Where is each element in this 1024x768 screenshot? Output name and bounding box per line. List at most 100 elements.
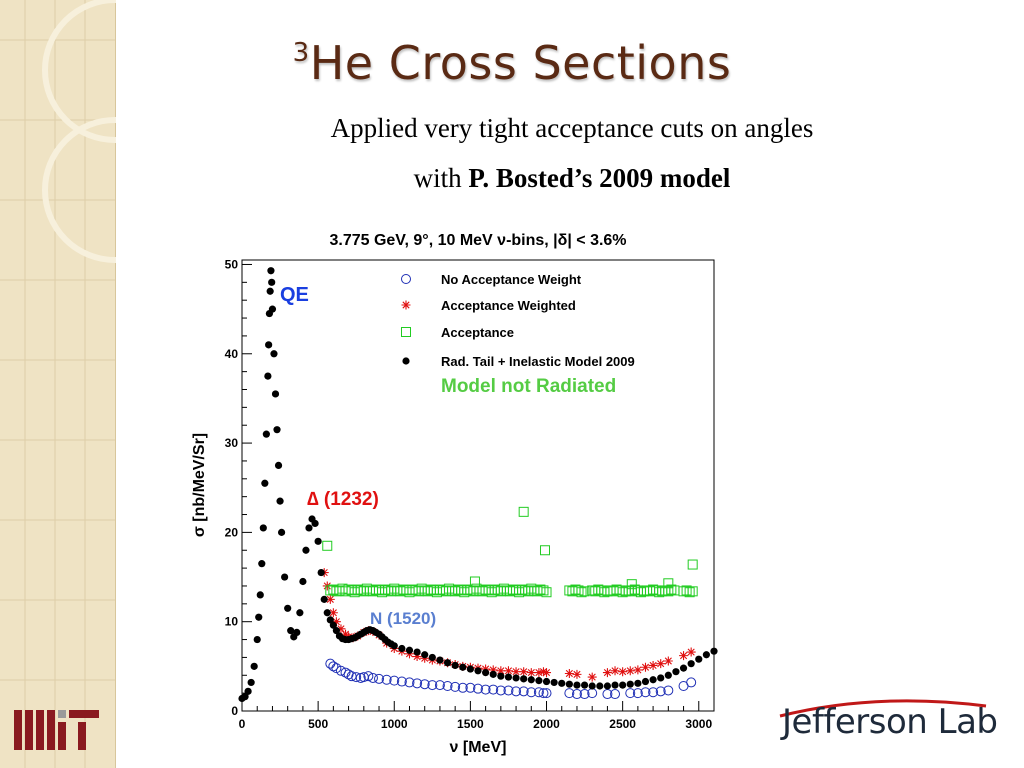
data-point xyxy=(404,677,415,688)
data-point xyxy=(326,616,334,624)
data-point xyxy=(588,682,596,690)
legend: No Acceptance Weight Acceptance Weighted A… xyxy=(401,272,635,369)
data-point xyxy=(419,679,430,690)
data-point xyxy=(579,586,590,597)
data-point xyxy=(535,677,543,685)
series-acceptance xyxy=(322,506,698,598)
data-point xyxy=(250,662,258,670)
data-point xyxy=(527,676,535,684)
jefferson-lab-logo: Jefferson Lab xyxy=(776,696,1016,756)
data-point xyxy=(687,586,698,597)
data-point xyxy=(504,673,513,681)
data-point xyxy=(434,680,445,691)
data-point xyxy=(450,681,461,692)
y-tick-label: 40 xyxy=(225,347,239,361)
data-point xyxy=(322,540,333,551)
data-point xyxy=(284,604,292,612)
data-point xyxy=(266,287,274,295)
data-point xyxy=(351,672,362,683)
data-point xyxy=(311,519,319,528)
data-point xyxy=(603,682,612,690)
data-point xyxy=(648,660,658,670)
data-point xyxy=(421,651,429,659)
data-point xyxy=(663,656,673,666)
data-point xyxy=(679,664,688,672)
y-tick-label: 30 xyxy=(225,436,239,450)
data-point xyxy=(480,684,491,695)
data-point xyxy=(320,595,328,603)
jlab-swoosh-icon xyxy=(779,699,987,718)
data-point xyxy=(632,688,643,699)
data-point xyxy=(518,506,529,517)
data-point xyxy=(619,681,627,689)
data-point xyxy=(542,677,551,686)
y-tick-label: 10 xyxy=(225,615,239,629)
data-point xyxy=(268,305,277,313)
data-point xyxy=(302,546,310,554)
data-point xyxy=(473,683,483,694)
data-point xyxy=(618,667,628,677)
data-point xyxy=(641,677,650,686)
data-point xyxy=(469,576,480,587)
data-point xyxy=(686,647,696,657)
data-point xyxy=(610,689,621,700)
data-point xyxy=(332,627,340,635)
data-point xyxy=(687,559,698,570)
data-point xyxy=(572,669,582,679)
data-point xyxy=(305,524,313,532)
data-point xyxy=(512,674,520,682)
y-tick-label: 0 xyxy=(231,704,238,718)
sidebar-pattern xyxy=(0,0,116,768)
data-point xyxy=(367,672,378,683)
data-point xyxy=(534,668,544,678)
data-point xyxy=(427,680,438,691)
y-axis-label: σ [nb/MeV/Sr] xyxy=(191,433,208,537)
x-tick-label: 1500 xyxy=(457,717,484,731)
data-point xyxy=(296,609,304,617)
data-point xyxy=(457,682,468,693)
data-point xyxy=(535,584,546,595)
data-point xyxy=(293,628,301,637)
data-point xyxy=(331,617,341,627)
data-point xyxy=(277,528,286,536)
annotation-delta: ∆ (1232) xyxy=(307,489,379,510)
legend-label: No Acceptance Weight xyxy=(441,272,582,287)
data-point xyxy=(270,350,278,358)
data-point xyxy=(663,586,674,597)
x-tick-label: 3000 xyxy=(685,717,712,731)
data-point xyxy=(626,579,637,590)
subtitle-line-2: with P. Bosted’s 2009 model xyxy=(0,163,1024,194)
data-point xyxy=(503,685,514,696)
subtitle-line-1: Applied very tight acceptance cuts on an… xyxy=(330,113,814,143)
data-point xyxy=(648,687,659,698)
x-tick-label: 2500 xyxy=(609,717,636,731)
data-point xyxy=(538,688,549,699)
x-axis-label: ν [MeV] xyxy=(450,739,507,756)
data-point xyxy=(474,667,482,675)
data-point xyxy=(398,644,406,653)
data-point xyxy=(241,693,249,701)
data-point xyxy=(287,627,295,635)
data-point xyxy=(538,585,549,596)
subtitle-plain: with xyxy=(413,163,469,193)
series-no-acceptance-weight xyxy=(325,658,697,700)
data-point xyxy=(519,667,529,677)
data-point xyxy=(261,479,269,487)
data-point xyxy=(602,668,612,678)
data-point xyxy=(672,668,680,676)
data-point xyxy=(656,659,666,669)
y-tick-label: 50 xyxy=(225,257,239,271)
data-point xyxy=(495,685,506,696)
annotation-n1520: N (1520) xyxy=(370,609,436,628)
data-point xyxy=(317,568,325,577)
data-point xyxy=(681,585,692,596)
data-point xyxy=(518,686,529,697)
data-point xyxy=(488,684,499,695)
data-point xyxy=(664,671,672,679)
data-point xyxy=(633,665,643,675)
data-point xyxy=(686,677,697,688)
data-point xyxy=(244,687,252,695)
x-tick-label: 0 xyxy=(239,717,246,731)
data-point xyxy=(443,659,452,667)
data-point xyxy=(488,665,498,675)
